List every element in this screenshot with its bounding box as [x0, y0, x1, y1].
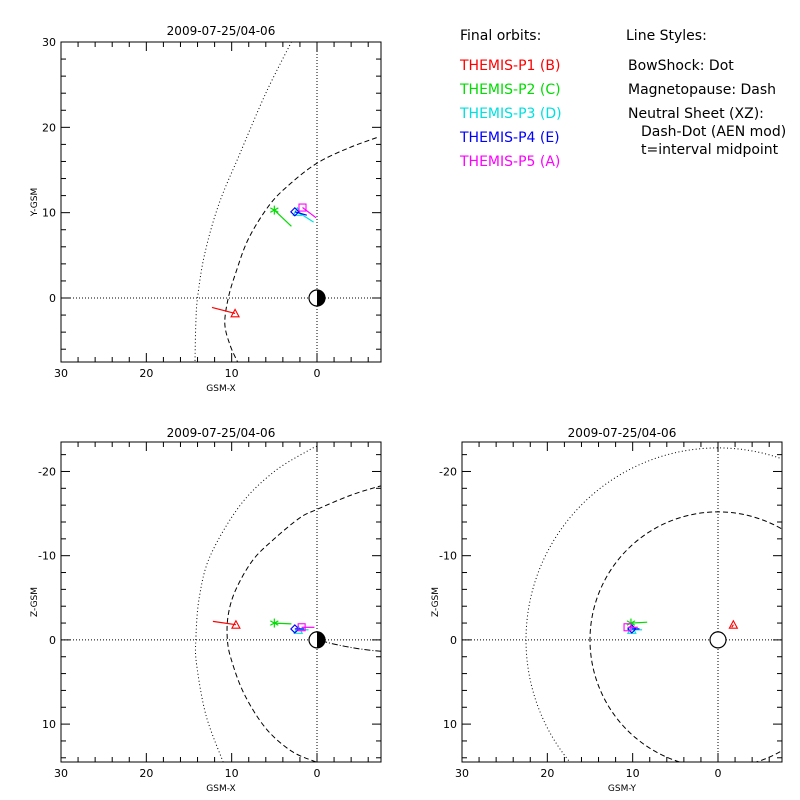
panel-xy-boundaries [194, 42, 377, 362]
panel-xz-neutral-sheet [321, 640, 381, 652]
panel-xz-bowshock [194, 445, 318, 762]
panel-xy-frame [60, 41, 382, 363]
panel-xz-ytick-label: 10 [42, 718, 56, 731]
panel-xz-magnetopause [226, 485, 381, 762]
panel-yz-guides [462, 442, 782, 762]
panel-xy-ticks: 30 20 10 0 0 10 20 30 [42, 36, 381, 380]
panel-xz-ytick-label: -10 [38, 550, 56, 563]
panel-xy-p1-track [211, 306, 236, 314]
panel-xz-ytick-label: -20 [38, 465, 56, 478]
panel-xz-ytick-label: 0 [49, 634, 56, 647]
panel-xy-xtick-label: 0 [314, 367, 321, 380]
panel-xz-p2-marker [270, 618, 279, 628]
panel-yz-ytick-label: 0 [450, 634, 457, 647]
panel-yz-p5-marker [623, 623, 632, 632]
legend-style-dash-dot: Dash-Dot (AEN mod) [641, 124, 786, 140]
panel-xz-title: 2009-07-25/04-06 [167, 426, 276, 440]
panel-yz-earth-disk [709, 631, 727, 649]
panel-xy-magnetopause [224, 137, 377, 362]
panel-xz-ylabel: Z-GSM [30, 587, 40, 617]
panel-yz-xtick-label: 10 [626, 767, 640, 780]
panel-xy-bowshock [194, 42, 292, 362]
panel-xz-p1-marker [231, 619, 241, 629]
panel-yz-p1-marker [728, 619, 739, 629]
panel-xy-ytick-label: 10 [42, 207, 56, 220]
panel-xz-earth-nightside [317, 631, 325, 648]
panel-xz-p3-marker [293, 624, 304, 634]
panel-xy-title: 2009-07-25/04-06 [167, 24, 276, 38]
legend-orbits-title: Final orbits: [460, 28, 541, 44]
panel-xz-p4-marker [290, 624, 300, 634]
panel-xy-p4-track [294, 211, 307, 216]
legend-orbit-p1: THEMIS-P1 (B) [459, 58, 560, 74]
legend-style-magnetopause: Magnetopause: Dash [628, 82, 776, 98]
panel-xy-p5-track [302, 207, 317, 219]
legend-style-bowshock: BowShock: Dot [628, 58, 734, 74]
panel-xz-xtick-label: 30 [54, 767, 68, 780]
panel-yz-ytick-label: 10 [443, 718, 457, 731]
panel-xy-earth [308, 289, 326, 307]
panel-xy-p2-track [273, 209, 292, 227]
panel-xz-ticks: 30 20 10 0 10 0 -10 -20 [38, 442, 381, 780]
panel-yz-orbits [623, 618, 739, 634]
panel-xz-xtick-label: 20 [139, 767, 153, 780]
panel-yz-magnetopause [589, 511, 782, 762]
panel-yz-p2-track [630, 621, 648, 624]
panel-yz-ytick-label: -10 [439, 550, 457, 563]
panel-yz-ticks: 30 20 10 0 10 0 -10 -20 [439, 442, 782, 780]
panel-yz-bowshock [525, 447, 782, 762]
panel-yz-title: 2009-07-25/04-06 [568, 426, 677, 440]
panel-xy-p4-marker [290, 207, 300, 217]
panel-xy-ylabel: Y-GSM [30, 188, 40, 217]
panel-yz-frame [461, 441, 783, 763]
legend-orbit-p3: THEMIS-P3 (D) [459, 106, 562, 122]
panel-xy-xtick-label: 10 [225, 367, 239, 380]
legend-orbit-p4: THEMIS-P4 (E) [459, 130, 560, 146]
panel-xz-frame [60, 441, 382, 763]
panel-xz-earth [308, 631, 326, 649]
panel-xz-boundaries [194, 445, 381, 762]
panel-xy-ytick-label: 0 [49, 292, 56, 305]
panel-yz-p1-track [731, 624, 734, 628]
panel-xz-xlabel: GSM-X [206, 784, 235, 794]
panel-xy-xtick-label: 20 [139, 367, 153, 380]
panel-xy-p1-marker [230, 308, 240, 318]
panel-xz-xtick-label: 10 [225, 767, 239, 780]
panel-xy-earth-nightside [317, 290, 325, 306]
panel-xy-orbits [211, 203, 317, 318]
legend: Final orbits: THEMIS-P1 (B) THEMIS-P2 (C… [459, 28, 786, 170]
panel-yz-xtick-label: 30 [455, 767, 469, 780]
legend-style-neutral-sheet: Neutral Sheet (XZ): [628, 106, 764, 122]
panel-yz-ylabel: Z-GSM [431, 587, 441, 617]
panel-xz-xtick-label: 0 [314, 767, 321, 780]
panel-xz-orbits [212, 618, 315, 634]
panel-xy-xtick-label: 30 [54, 367, 68, 380]
panel-yz-ytick-label: -20 [439, 465, 457, 478]
panel-xy-p5-marker [298, 203, 307, 212]
panel-xy-guides [61, 42, 381, 362]
panel-xy-ytick-label: 30 [42, 36, 56, 49]
legend-orbit-p2: THEMIS-P2 (C) [459, 82, 561, 98]
panel-yz-xtick-label: 20 [540, 767, 554, 780]
panel-yz-xlabel: GSM-Y [608, 784, 637, 794]
legend-style-midpoint: t=interval midpoint [641, 142, 779, 158]
panel-xz-p1-track [212, 620, 236, 626]
panel-xy-xlabel: GSM-X [206, 384, 235, 394]
panel-xy-ytick-label: 20 [42, 121, 56, 134]
panel-xy-p2-marker [270, 205, 279, 215]
panel-xz-p2-track [274, 622, 292, 625]
panel-xz-p5-marker [297, 623, 306, 632]
legend-styles-title: Line Styles: [626, 28, 707, 44]
panel-xy: 2009-07-25/04-06 30 20 10 0 0 10 20 30 GSM-X Y-… [30, 24, 382, 394]
panel-xz-guides [61, 442, 381, 762]
legend-orbit-p5: THEMIS-P5 (A) [459, 154, 560, 170]
panel-yz-earth [709, 631, 727, 649]
panel-yz-boundaries [525, 447, 782, 762]
panel-yz-xtick-label: 0 [715, 767, 722, 780]
